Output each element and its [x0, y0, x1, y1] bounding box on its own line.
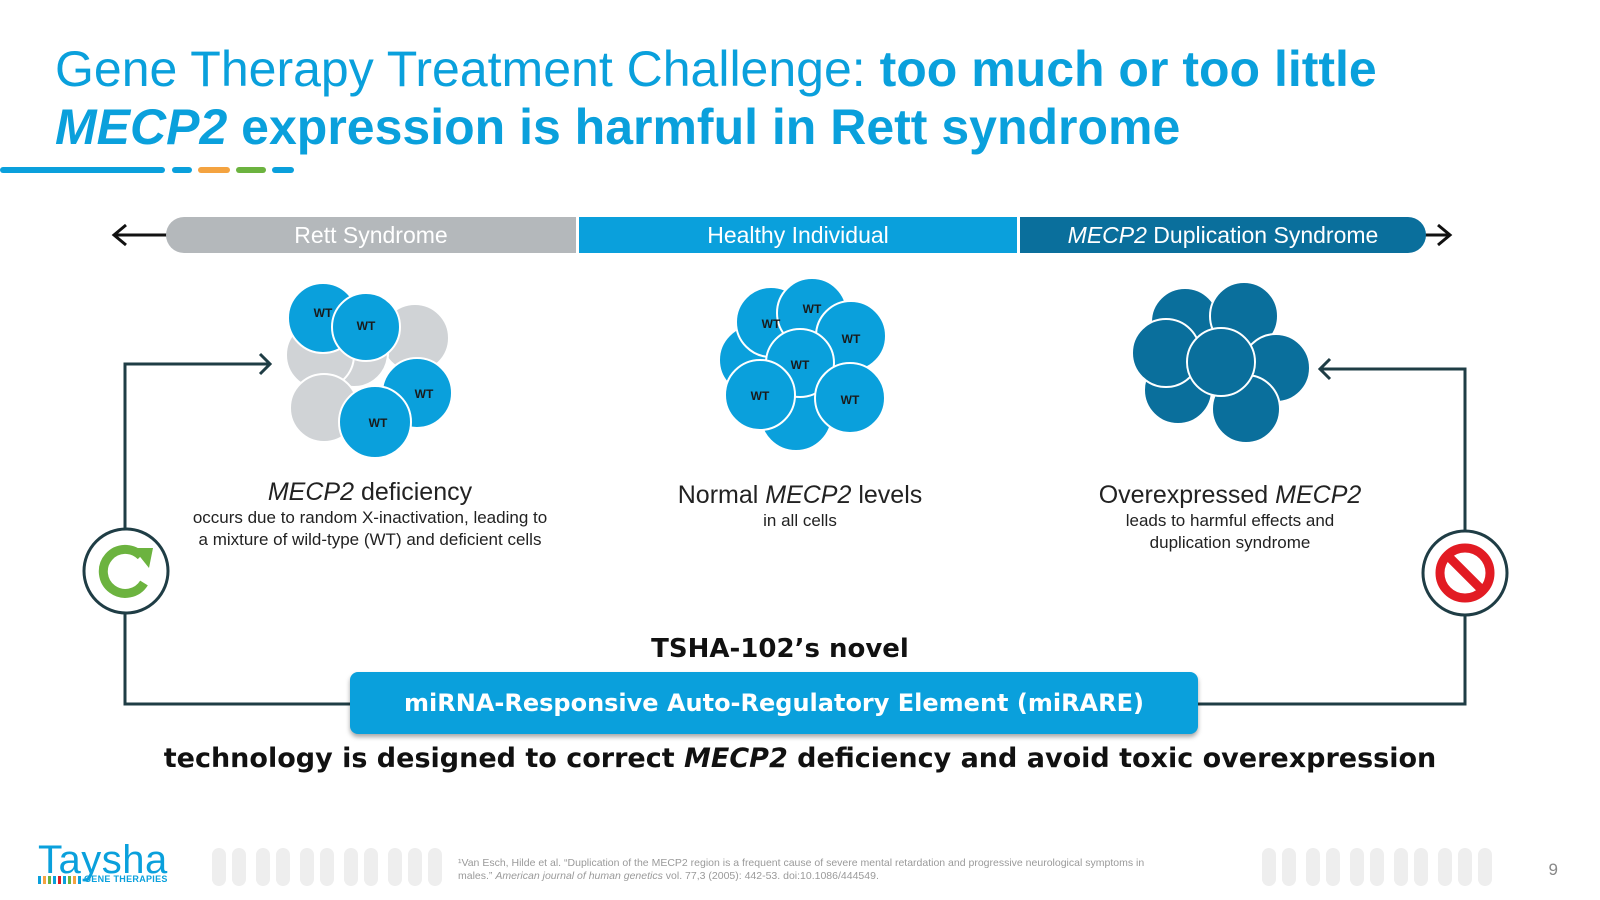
deficiency-caption: MECP2 deficiency occurs due to random X-…	[170, 478, 570, 551]
logo-bars-icon	[38, 876, 81, 884]
deficiency-sub-2: a mixture of wild-type (WT) and deficien…	[198, 530, 542, 549]
healthy-cell-cluster: WT WT WT WT WT WT	[718, 278, 887, 452]
wt-label: WT	[357, 319, 376, 333]
footnote: ¹Van Esch, Hilde et al. “Duplication of …	[458, 857, 1228, 883]
mirare-label: miRNA-Responsive Auto-Regulatory Element…	[404, 689, 1144, 717]
overexpressed-cell-cluster	[1131, 281, 1311, 444]
overexpressed-sub-1: leads to harmful effects and	[1125, 511, 1335, 530]
wt-label: WT	[415, 387, 434, 401]
refresh-cycle-icon	[82, 527, 170, 615]
technology-statement: technology is designed to correct MECP2 …	[163, 743, 1437, 774]
normal-heading: Normal MECP2 levels	[677, 481, 923, 509]
deficiency-sub-1: occurs due to random X-inactivation, lea…	[192, 508, 548, 527]
overexpressed-heading: Overexpressed MECP2	[1098, 481, 1362, 509]
wt-label: WT	[803, 302, 822, 316]
mirare-box: miRNA-Responsive Auto-Regulatory Element…	[350, 672, 1198, 734]
page-number: 9	[1548, 860, 1558, 879]
footnote-line-1: ¹Van Esch, Hilde et al. “Duplication of …	[458, 857, 1145, 869]
spectrum-healthy: Healthy Individual	[579, 217, 1017, 253]
wt-label: WT	[314, 306, 333, 320]
left-arrow	[111, 223, 168, 247]
decorative-pill-pattern-left	[212, 848, 442, 886]
deficiency-heading: MECP2 deficiency	[267, 478, 473, 506]
wt-label: WT	[841, 393, 860, 407]
taysha-logo: Taysha	[38, 838, 168, 882]
wt-label: WT	[842, 332, 861, 346]
title-line-1: Gene Therapy Treatment Challenge: too mu…	[55, 41, 1377, 97]
prohibited-icon	[1421, 529, 1509, 617]
mixed-cell-cluster: WT WT WT WT	[285, 282, 453, 459]
wt-label: WT	[791, 358, 810, 372]
duplication-label: MECP2 Duplication Syndrome	[1067, 221, 1379, 248]
rett-label: Rett Syndrome	[294, 221, 448, 248]
healthy-label: Healthy Individual	[707, 221, 889, 248]
spectrum-rett: Rett Syndrome	[166, 217, 576, 253]
logo-subtitle: GENE THERAPIES	[84, 874, 168, 884]
overexpressed-sub-2: duplication syndrome	[1149, 533, 1311, 552]
normal-caption: Normal MECP2 levels in all cells	[600, 481, 1000, 532]
normal-sub-1: in all cells	[763, 511, 837, 530]
title-underline	[0, 167, 294, 173]
overexpressed-caption: Overexpressed MECP2 leads to harmful eff…	[1030, 481, 1430, 554]
tsha-novel-text: TSHA-102’s novel	[651, 634, 909, 664]
slide-title: Gene Therapy Treatment Challenge: too mu…	[55, 40, 1555, 156]
spectrum-duplication: MECP2 Duplication Syndrome	[1020, 217, 1426, 253]
wt-label: WT	[762, 317, 781, 331]
title-line-2: MECP2 expression is harmful in Rett synd…	[55, 99, 1181, 155]
wt-label: WT	[751, 389, 770, 403]
footnote-line-2: males.” American journal of human geneti…	[458, 870, 879, 882]
decorative-pill-pattern-right	[1262, 848, 1492, 886]
wt-label: WT	[369, 416, 388, 430]
